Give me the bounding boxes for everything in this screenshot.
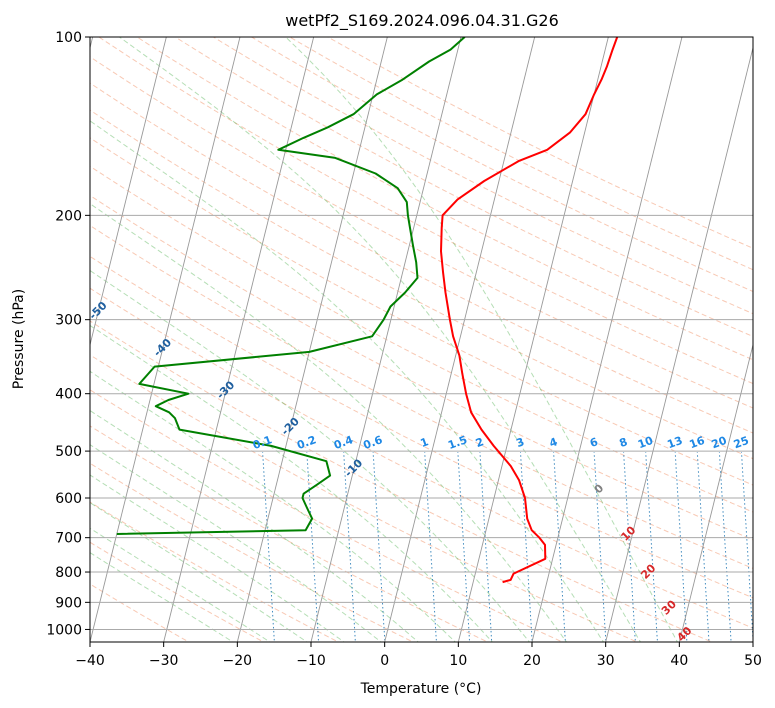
y-axis: 100 200 300 400 500 600 700 800 900 1000 xyxy=(46,30,90,638)
y-tick-label: 700 xyxy=(55,531,82,547)
x-tick-label: −40 xyxy=(75,653,105,669)
dry-adiabat-line xyxy=(250,37,753,293)
dry-adiabat-line xyxy=(90,287,753,629)
mixing-ratio-label: 25 xyxy=(732,434,751,451)
y-tick-label: 1000 xyxy=(46,622,82,638)
mixing-ratio-label: 10 xyxy=(636,434,655,452)
y-axis-label: Pressure (hPa) xyxy=(11,289,27,389)
moist-adiabat-line xyxy=(285,37,678,642)
x-tick-label: 20 xyxy=(523,653,541,669)
y-tick-label: 600 xyxy=(55,491,82,507)
mixing-ratio-label: 0.6 xyxy=(362,433,385,452)
profile-lines xyxy=(116,37,619,584)
isotherm-line xyxy=(90,37,241,642)
temperature-profile-line xyxy=(440,37,619,584)
gridlines xyxy=(90,37,753,642)
moist-adiabat-line xyxy=(90,370,456,642)
x-tick-label: 0 xyxy=(380,653,389,669)
mixing-ratio-label: 6 xyxy=(588,435,600,450)
isotherm-line xyxy=(236,37,388,642)
mixing-ratio-line xyxy=(741,452,753,642)
mixing-ratio-line xyxy=(623,452,636,642)
mixing-ratio-line xyxy=(674,452,688,642)
dry-adiabat-line xyxy=(90,56,753,409)
mixing-ratio-label: 16 xyxy=(688,434,707,452)
dewpoint-profile-line xyxy=(116,37,466,535)
x-tick-label: 50 xyxy=(744,653,762,669)
chart-title: wetPf2_S169.2024.096.04.31.G26 xyxy=(285,11,559,31)
isotherm-line xyxy=(310,37,462,642)
dry-adiabat-line xyxy=(90,425,489,642)
mixing-ratio-label: 0.4 xyxy=(332,433,355,452)
isotherm-line xyxy=(163,37,315,642)
dry-adiabat-line xyxy=(98,37,753,385)
dry-adiabat-line xyxy=(136,37,753,361)
dry-adiabat-line xyxy=(90,255,753,599)
dry-adiabat-line xyxy=(174,37,753,338)
mixing-ratio-line xyxy=(718,452,732,642)
mixing-ratio-line xyxy=(424,452,437,642)
mixing-ratio-label: 2 xyxy=(474,435,486,450)
dry-adiabat-line xyxy=(212,37,753,315)
mixing-ratio-label: 3 xyxy=(514,435,526,450)
y-tick-label: 400 xyxy=(55,387,82,403)
mixing-ratio-label: 1.5 xyxy=(446,433,469,452)
isotherm-line xyxy=(531,37,683,642)
dry-adiabat-line xyxy=(288,37,753,271)
mixing-ratio-line xyxy=(553,452,566,642)
isotherm-line xyxy=(384,37,536,642)
moist-adiabat-line xyxy=(90,269,531,642)
dry-adiabat-line xyxy=(90,389,564,642)
x-tick-label: 30 xyxy=(597,653,615,669)
mixing-ratio-label: 0.2 xyxy=(295,433,318,452)
x-tick-label: −30 xyxy=(149,653,179,669)
moist-adiabat-line xyxy=(90,324,494,642)
dry-adiabat-line xyxy=(90,165,753,513)
mixing-ratio-line xyxy=(343,452,356,642)
mixing-ratio-line xyxy=(520,452,533,642)
mixing-ratio-label: 0.1 xyxy=(251,433,274,452)
dry-adiabat-line xyxy=(90,109,753,460)
moist-adiabat-line xyxy=(90,502,308,642)
mixing-ratio-label: 13 xyxy=(666,434,685,451)
moist-adiabat-line xyxy=(90,527,271,642)
dry-adiabat-line xyxy=(90,224,753,569)
x-axis-label: Temperature (°C) xyxy=(360,681,482,697)
y-tick-label: 200 xyxy=(55,208,82,224)
plot-frame xyxy=(89,36,754,643)
mixing-ratio-label: 4 xyxy=(548,435,560,450)
mixing-ratio-line xyxy=(645,452,658,642)
mixing-ratio-label: 8 xyxy=(618,435,630,450)
mixing-ratio-label: 20 xyxy=(710,434,729,452)
dry-adiabat-line xyxy=(90,320,714,642)
mixing-ratio-line xyxy=(372,452,386,642)
mixing-ratio-line xyxy=(306,452,320,642)
mixing-ratio-line xyxy=(262,452,275,642)
isotherm-line xyxy=(605,45,753,642)
mixing-ratio-line xyxy=(593,452,607,642)
y-tick-label: 100 xyxy=(55,30,82,46)
mixing-ratio-line xyxy=(696,452,710,642)
y-tick-label: 800 xyxy=(55,565,82,581)
y-tick-label: 300 xyxy=(55,313,82,329)
isotherm-line xyxy=(457,37,609,642)
mixing-ratio-line xyxy=(479,452,493,642)
y-tick-label: 500 xyxy=(55,444,82,460)
x-tick-label: 10 xyxy=(449,653,467,669)
x-tick-label: −20 xyxy=(223,653,253,669)
x-tick-label: −10 xyxy=(296,653,326,669)
isotherm-line xyxy=(90,37,167,347)
dry-adiabat-line xyxy=(90,354,639,642)
y-tick-label: 900 xyxy=(55,595,82,611)
mixing-ratio-label: 1 xyxy=(419,435,431,450)
x-axis: −40 −30 −20 −10 0 10 20 30 40 50 xyxy=(75,642,762,669)
mixing-ratio-line xyxy=(457,452,471,642)
isotherm-line xyxy=(678,343,753,642)
moist-adiabat-line xyxy=(90,409,419,642)
x-tick-label: 40 xyxy=(670,653,688,669)
